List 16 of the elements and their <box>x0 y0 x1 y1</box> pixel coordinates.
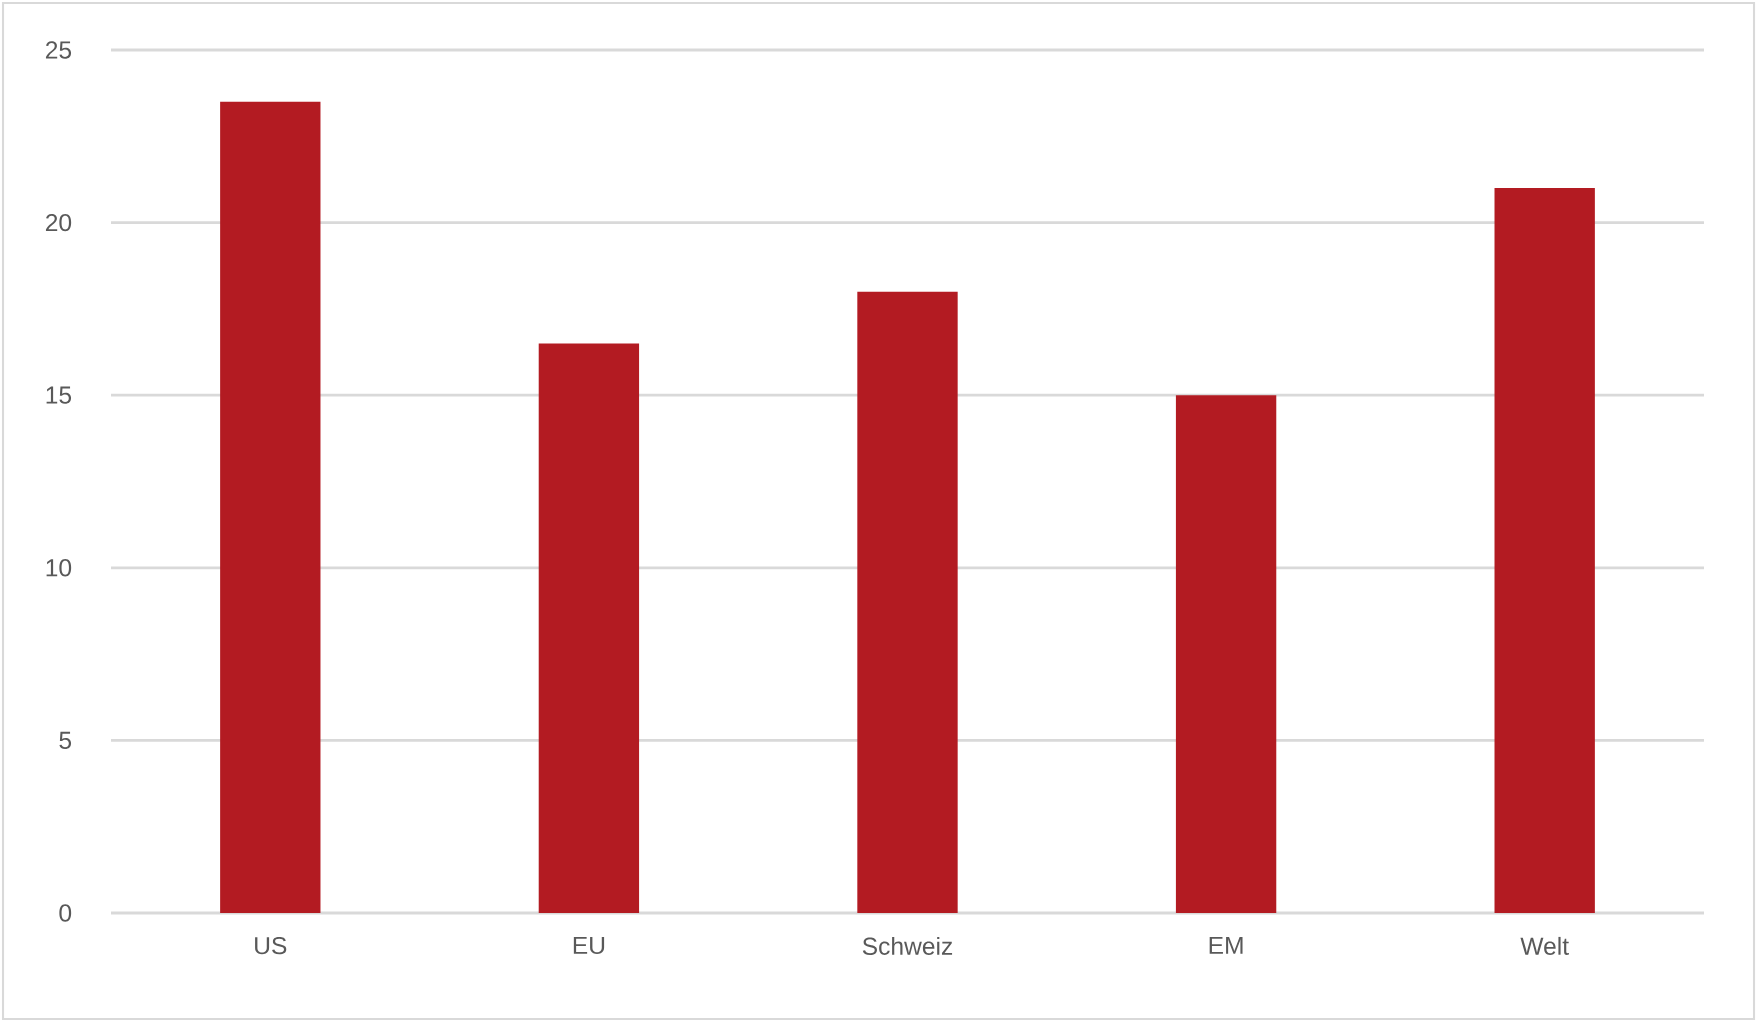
y-tick-label: 20 <box>45 213 72 232</box>
y-tick-label: 10 <box>46 559 72 577</box>
bar <box>1494 188 1595 913</box>
x-tick-label: Welt <box>1520 936 1569 955</box>
bar <box>220 101 321 913</box>
y-tick-label: 15 <box>46 386 72 404</box>
x-tick-label: EM <box>1209 936 1243 954</box>
x-tick-label: US <box>255 936 287 955</box>
bar <box>538 343 640 913</box>
bar <box>857 291 958 913</box>
y-tick-label: 0 <box>59 904 72 922</box>
y-tick-label: 5 <box>59 731 72 749</box>
y-tick-label: 25 <box>45 41 72 59</box>
x-tick-label: Schweiz <box>862 936 953 955</box>
x-tick-label: EU <box>573 936 605 955</box>
bar <box>1175 395 1277 913</box>
